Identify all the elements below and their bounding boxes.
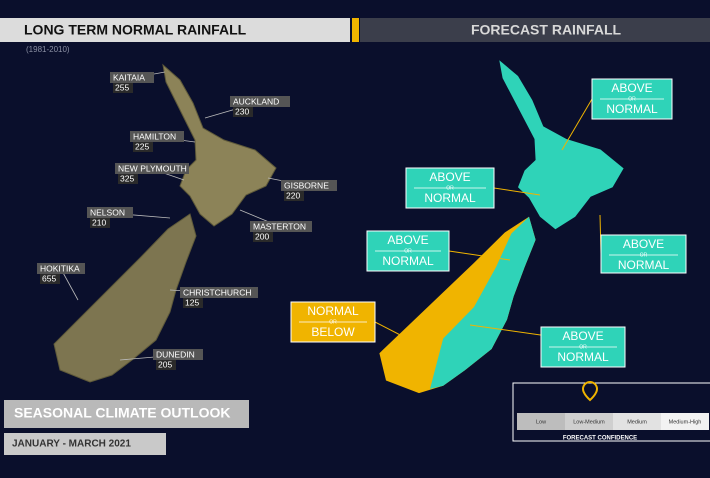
location-name: NELSON xyxy=(90,207,125,217)
title-accent xyxy=(352,18,359,42)
region-top: NORMAL xyxy=(307,304,359,318)
footer-period-box xyxy=(4,433,166,455)
location-name: HOKITIKA xyxy=(40,263,80,273)
location-value-box xyxy=(284,191,304,201)
location-name: DUNEDIN xyxy=(156,349,195,359)
region-mid: OR xyxy=(446,185,454,191)
location-name-box xyxy=(281,180,337,191)
location-value-box xyxy=(40,274,60,284)
region-bottom: NORMAL xyxy=(618,258,670,272)
location-value: 210 xyxy=(92,217,106,227)
location-name-box xyxy=(37,263,85,274)
location-name: GISBORNE xyxy=(284,180,329,190)
location-name: AUCKLAND xyxy=(233,96,279,106)
north-island xyxy=(162,63,277,227)
region-callout xyxy=(600,234,687,274)
location-value: 205 xyxy=(158,359,172,369)
confidence-label: FORECAST CONFIDENCE xyxy=(563,436,637,442)
callout-line xyxy=(374,321,411,341)
south-island-west xyxy=(379,216,536,394)
footer-title-box xyxy=(4,400,249,428)
confidence-level xyxy=(565,413,613,430)
location-name: KAITAIA xyxy=(113,72,145,82)
location-value: 125 xyxy=(185,297,199,307)
location-value: 655 xyxy=(42,273,56,283)
location-name-box xyxy=(250,221,312,232)
confidence-level xyxy=(661,413,709,430)
location-name-box xyxy=(153,349,203,360)
location-value-box xyxy=(118,174,138,184)
location-name: NEW PLYMOUTH xyxy=(118,163,187,173)
location-value: 225 xyxy=(135,141,149,151)
left-title-bar xyxy=(0,18,350,42)
location-name-box xyxy=(230,96,290,107)
location-value: 230 xyxy=(235,106,249,116)
south-island xyxy=(53,213,197,383)
callout-line xyxy=(561,98,593,151)
location-value-box xyxy=(233,107,253,117)
location-name-box xyxy=(180,287,258,298)
right-title: FORECAST RAINFALL xyxy=(471,22,622,38)
location-value: 200 xyxy=(255,231,269,241)
location-value-box xyxy=(253,232,273,242)
region-mid: OR xyxy=(640,252,648,258)
region-top: ABOVE xyxy=(611,81,652,95)
location-name-box xyxy=(115,163,189,174)
location-name-box xyxy=(130,131,184,142)
region-top: ABOVE xyxy=(623,237,664,251)
location-value: 325 xyxy=(120,173,134,183)
left-title: LONG TERM NORMAL RAINFALL xyxy=(24,22,247,38)
pointer-line xyxy=(60,268,79,301)
location-name: HAMILTON xyxy=(133,131,176,141)
confidence-pin xyxy=(581,381,599,402)
footer-title: SEASONAL CLIMATE OUTLOOK xyxy=(14,405,230,421)
confidence-level xyxy=(613,413,661,430)
location-name: CHRISTCHURCH xyxy=(183,287,251,297)
confidence-level-label: Medium-High xyxy=(669,419,702,425)
location-name-box xyxy=(87,207,133,218)
location-name: MASTERTON xyxy=(253,221,306,231)
confidence-box xyxy=(512,382,710,442)
left-subtitle: (1981-2010) xyxy=(26,45,70,54)
region-top: ABOVE xyxy=(562,329,603,343)
region-mid: OR xyxy=(579,344,587,350)
location-value: 220 xyxy=(286,190,300,200)
region-bottom: NORMAL xyxy=(557,350,609,364)
region-top: ABOVE xyxy=(387,233,428,247)
callout-line xyxy=(493,187,541,196)
footer-period: JANUARY - MARCH 2021 xyxy=(12,439,131,450)
confidence-level-label: Low-Medium xyxy=(573,419,605,425)
region-mid: OR xyxy=(404,248,412,254)
region-bottom: NORMAL xyxy=(382,254,434,268)
location-value-box xyxy=(156,360,176,370)
location-name-box xyxy=(110,72,154,83)
left-map xyxy=(53,63,277,383)
region-mid: OR xyxy=(628,96,636,102)
location-value-box xyxy=(183,298,203,308)
region-bottom: BELOW xyxy=(311,325,355,339)
right-title-bar xyxy=(360,18,710,42)
region-mid: OR xyxy=(329,319,337,325)
region-bottom: NORMAL xyxy=(606,102,658,116)
confidence-level-label: Low xyxy=(536,419,546,425)
confidence-level xyxy=(517,413,565,430)
region-top: ABOVE xyxy=(429,170,470,184)
location-value: 255 xyxy=(115,82,129,92)
callout-line xyxy=(448,250,511,261)
confidence-level-label: Medium xyxy=(627,419,647,425)
location-value-box xyxy=(133,142,153,152)
region-bottom: NORMAL xyxy=(424,191,476,205)
location-value-box xyxy=(90,218,110,228)
location-value-box xyxy=(113,83,133,93)
north-island-forecast xyxy=(499,60,624,230)
